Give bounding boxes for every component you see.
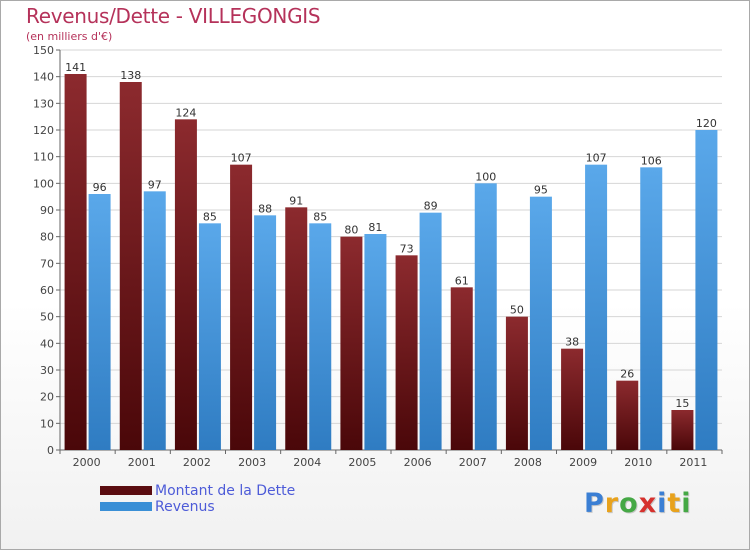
data-label-revenus: 106	[641, 154, 662, 167]
bar-dette	[450, 287, 473, 450]
data-label-dette: 15	[675, 397, 689, 410]
y-tick-label: 130	[33, 97, 54, 110]
bar-revenus	[529, 196, 552, 450]
bar-dette	[671, 410, 694, 450]
chart-title: Revenus/Dette - VILLEGONGIS	[26, 4, 321, 28]
logo-letter: t	[667, 488, 682, 519]
y-tick-label: 0	[47, 444, 54, 457]
logo-letter: r	[604, 488, 620, 519]
data-label-revenus: 88	[258, 202, 272, 215]
data-label-dette: 26	[620, 368, 634, 381]
y-tick-label: 50	[40, 311, 54, 324]
data-label-dette: 80	[344, 224, 358, 237]
x-tick-label: 2001	[128, 456, 156, 469]
x-tick-label: 2002	[183, 456, 211, 469]
y-tick-label: 30	[40, 364, 54, 377]
data-labels: 141 96 138 97 124 85 107 88 91 85 80 81 73 89 61 100 50 9…	[65, 61, 717, 410]
proxiti-logo: Proxiti	[584, 488, 692, 519]
y-tick-label: 110	[33, 151, 54, 164]
y-tick-label: 60	[40, 284, 54, 297]
bar-revenus	[695, 130, 718, 450]
x-tick-label: 2004	[293, 456, 321, 469]
bar-dette	[616, 380, 639, 450]
bar-revenus	[419, 212, 442, 450]
bar-dette	[174, 119, 197, 450]
logo-letter: o	[619, 488, 639, 519]
bar-revenus	[640, 167, 663, 451]
logo-letter: x	[638, 488, 658, 519]
x-tick-label: 2006	[404, 456, 432, 469]
legend-swatch-revenus	[100, 502, 152, 511]
bar-dette	[64, 74, 87, 450]
axes: 0 10 20 30 40 50 60 70 80 90 100 110 120 130 140 150 200…	[33, 44, 723, 469]
data-label-dette: 124	[175, 106, 196, 119]
logo-letter: P	[584, 488, 605, 519]
x-tick-label: 2000	[73, 456, 101, 469]
y-tick-label: 90	[40, 204, 54, 217]
data-label-revenus: 96	[93, 181, 107, 194]
data-label-dette: 138	[120, 69, 141, 82]
data-label-revenus: 85	[203, 210, 217, 223]
bar-revenus	[198, 223, 221, 450]
legend-label-revenus: Revenus	[155, 499, 215, 515]
bar-dette	[340, 236, 363, 450]
bar-revenus	[364, 234, 387, 450]
y-tick-label: 70	[40, 257, 54, 270]
data-label-dette: 141	[65, 61, 86, 74]
grid	[60, 49, 722, 424]
bar-dette	[395, 255, 418, 450]
y-tick-label: 120	[33, 124, 54, 137]
data-label-revenus: 89	[424, 200, 438, 213]
bar-revenus	[254, 215, 277, 450]
y-tick-label: 20	[40, 391, 54, 404]
data-label-dette: 61	[455, 274, 469, 287]
bar-dette	[230, 164, 253, 450]
x-tick-label: 2010	[624, 456, 652, 469]
data-label-dette: 107	[231, 152, 252, 165]
logo-letter: i	[681, 488, 692, 519]
logo-letter: i	[657, 488, 668, 519]
data-label-revenus: 107	[586, 152, 607, 165]
x-tick-label: 2011	[679, 456, 707, 469]
x-tick-label: 2008	[514, 456, 542, 469]
data-label-revenus: 97	[148, 178, 162, 191]
chart-subtitle: (en milliers d'€)	[26, 30, 113, 43]
y-tick-label: 80	[40, 231, 54, 244]
legend-swatch-dette	[100, 486, 152, 495]
x-tick-label: 2007	[459, 456, 487, 469]
bar-dette	[285, 207, 308, 450]
bar-revenus	[88, 194, 111, 450]
data-label-dette: 38	[565, 336, 579, 349]
bar-revenus	[585, 164, 608, 450]
bars	[64, 74, 718, 451]
legend-label-dette: Montant de la Dette	[155, 483, 296, 499]
bar-dette	[561, 348, 584, 450]
bar-revenus	[474, 183, 497, 451]
data-label-dette: 91	[289, 194, 303, 207]
data-label-revenus: 100	[475, 170, 496, 183]
data-label-dette: 73	[400, 242, 414, 255]
bar-revenus	[309, 223, 332, 450]
data-label-revenus: 85	[313, 210, 327, 223]
x-tick-label: 2005	[348, 456, 376, 469]
data-label-revenus: 120	[696, 117, 717, 130]
bar-dette	[119, 82, 142, 450]
y-tick-label: 140	[33, 71, 54, 84]
bar-revenus	[143, 191, 166, 451]
y-tick-label: 150	[33, 44, 54, 57]
data-label-dette: 50	[510, 304, 524, 317]
x-tick-label: 2009	[569, 456, 597, 469]
x-tick-label: 2003	[238, 456, 266, 469]
y-tick-label: 10	[40, 417, 54, 430]
data-label-revenus: 81	[368, 221, 382, 234]
data-label-revenus: 95	[534, 184, 548, 197]
y-tick-label: 100	[33, 177, 54, 190]
bar-dette	[505, 316, 528, 450]
y-tick-label: 40	[40, 337, 54, 350]
